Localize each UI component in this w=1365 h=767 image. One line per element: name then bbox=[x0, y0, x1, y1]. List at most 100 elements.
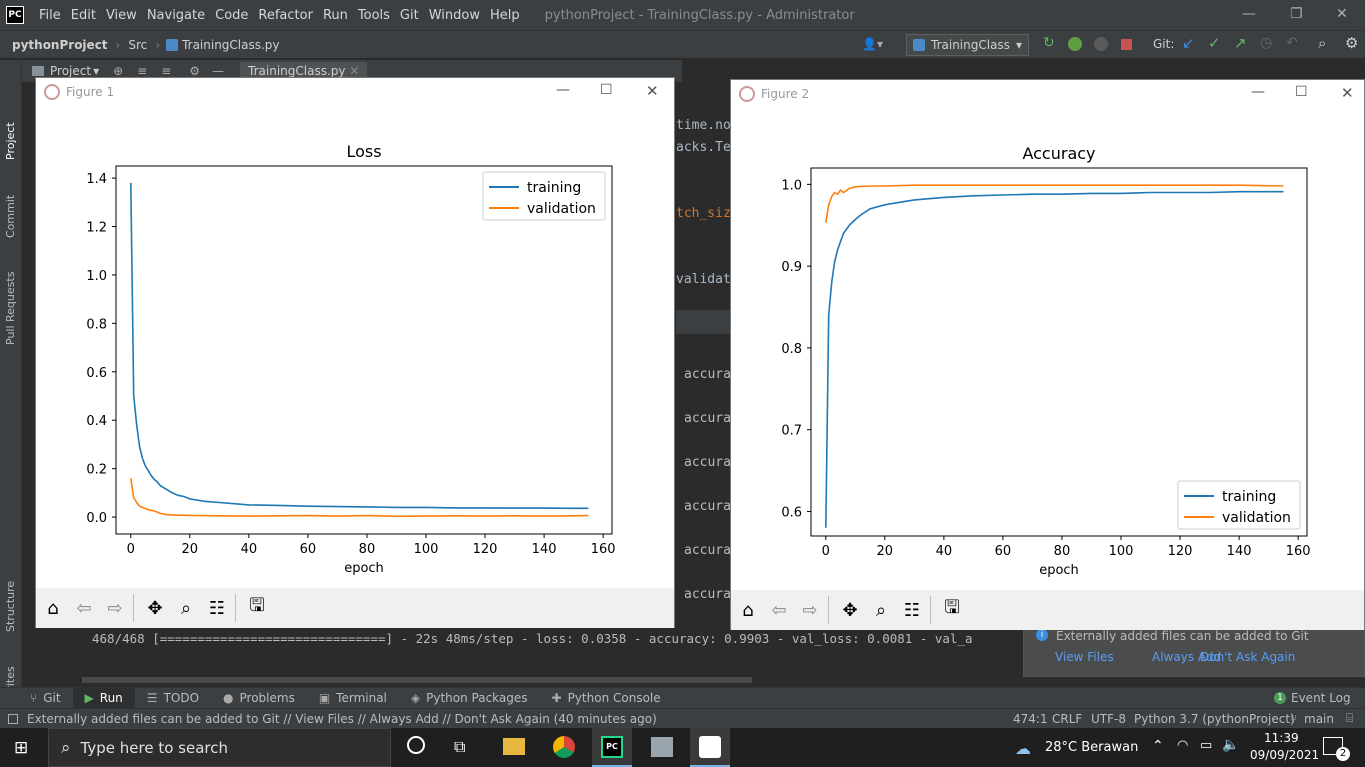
menu-help[interactable]: Help bbox=[489, 7, 520, 23]
git-commit-icon[interactable]: ✓ bbox=[1208, 34, 1221, 52]
file-encoding[interactable]: UTF-8 bbox=[1091, 711, 1126, 726]
expand-all-icon[interactable]: ≡ bbox=[137, 64, 148, 78]
event-log-button[interactable]: 1 Event Log bbox=[1262, 688, 1363, 709]
cortana-icon[interactable] bbox=[407, 736, 425, 754]
tab-python-packages[interactable]: ◈ Python Packages bbox=[399, 688, 540, 709]
close-icon[interactable]: ✕ bbox=[646, 82, 659, 100]
save-icon[interactable]: 🖫 bbox=[249, 595, 265, 616]
breadcrumb-project[interactable]: pythonProject bbox=[12, 37, 108, 52]
configure-subplots-icon[interactable]: ☷ bbox=[903, 599, 921, 621]
tab-todo[interactable]: ☰ TODO bbox=[135, 688, 211, 709]
coverage-icon[interactable] bbox=[1094, 37, 1108, 51]
tray-expand-icon[interactable]: ⌃ bbox=[1152, 738, 1164, 754]
chrome-icon[interactable] bbox=[553, 736, 575, 758]
hide-icon[interactable]: — bbox=[212, 64, 225, 78]
configure-subplots-icon[interactable]: ☷ bbox=[208, 597, 226, 619]
history-icon[interactable]: ◷ bbox=[1260, 35, 1273, 51]
lock-icon[interactable]: ⌸ bbox=[1346, 711, 1354, 725]
clock-time[interactable]: 11:39 bbox=[1264, 731, 1299, 745]
action-center-icon[interactable] bbox=[1323, 737, 1343, 755]
restore-icon[interactable]: ❐ bbox=[1290, 6, 1303, 22]
menu-refactor[interactable]: Refactor bbox=[258, 7, 313, 23]
search-icon[interactable]: ⌕ bbox=[1318, 34, 1327, 52]
breadcrumb-file[interactable]: TrainingClass.py bbox=[182, 37, 280, 52]
locate-icon[interactable]: ⊕ bbox=[113, 64, 124, 78]
maximize-icon[interactable]: ☐ bbox=[600, 82, 613, 98]
home-icon[interactable]: ⌂ bbox=[47, 597, 59, 619]
volume-icon[interactable]: 🔈 bbox=[1222, 737, 1240, 753]
forward-icon[interactable]: ⇨ bbox=[802, 599, 818, 621]
caret-position[interactable]: 474:1 bbox=[1013, 711, 1048, 726]
minimize-icon[interactable]: — bbox=[1242, 6, 1256, 22]
line-separator[interactable]: CRLF bbox=[1052, 711, 1083, 726]
weather-text[interactable]: 28°C Berawan bbox=[1045, 740, 1139, 755]
git-push-icon[interactable]: ↗ bbox=[1234, 34, 1247, 52]
save-icon[interactable]: 🖫 bbox=[944, 597, 960, 618]
tab-python-console[interactable]: ✚ Python Console bbox=[540, 688, 673, 709]
tool-window-toggle-icon[interactable] bbox=[8, 713, 18, 724]
menu-tools[interactable]: Tools bbox=[357, 7, 390, 23]
menu-window[interactable]: Window bbox=[428, 7, 480, 23]
tool-pull-requests[interactable]: Pull Requests bbox=[4, 271, 17, 345]
status-message[interactable]: Externally added files can be added to G… bbox=[27, 711, 657, 726]
menu-git[interactable]: Git bbox=[399, 7, 419, 23]
back-icon[interactable]: ⇦ bbox=[76, 597, 92, 619]
menu-code[interactable]: Code bbox=[215, 7, 249, 23]
python-interpreter[interactable]: Python 3.7 (pythonProject) bbox=[1134, 711, 1295, 726]
project-view-label[interactable]: Project bbox=[50, 64, 92, 78]
wifi-icon[interactable]: ◠ bbox=[1177, 738, 1189, 753]
windows-start-icon[interactable]: ⊞ bbox=[14, 738, 29, 758]
forward-icon[interactable]: ⇨ bbox=[107, 597, 123, 619]
editor-tab[interactable]: TrainingClass.py ✕ bbox=[240, 62, 368, 80]
menu-run[interactable]: Run bbox=[322, 7, 348, 23]
pycharm-taskbar-item[interactable]: PC bbox=[592, 728, 632, 767]
collapse-all-icon[interactable]: ≡ bbox=[161, 64, 172, 78]
debug-icon[interactable] bbox=[1068, 37, 1082, 51]
task-view-icon[interactable]: ⧉ bbox=[454, 737, 466, 756]
always-add-link[interactable]: Always Add bbox=[1152, 650, 1222, 664]
run-configuration-select[interactable]: TrainingClass ▾ bbox=[906, 34, 1029, 56]
home-icon[interactable]: ⌂ bbox=[742, 599, 754, 621]
rollback-icon[interactable]: ↶ bbox=[1286, 35, 1298, 51]
python-figure-taskbar-item[interactable] bbox=[690, 728, 730, 767]
weather-icon[interactable]: ☁ bbox=[1015, 739, 1031, 758]
menu-view[interactable]: View bbox=[105, 7, 137, 23]
tool-structure[interactable]: Structure bbox=[4, 580, 17, 632]
git-update-icon[interactable]: ↙ bbox=[1182, 34, 1195, 52]
battery-icon[interactable]: ▭ bbox=[1200, 738, 1213, 753]
figure1-titlebar: Figure 1 — ☐ ✕ bbox=[36, 78, 674, 106]
monitor-app-icon[interactable] bbox=[651, 737, 673, 757]
tool-commit[interactable]: Commit bbox=[4, 194, 17, 238]
git-branch[interactable]: main bbox=[1304, 711, 1334, 726]
back-icon[interactable]: ⇦ bbox=[771, 599, 787, 621]
close-icon[interactable]: ✕ bbox=[1341, 84, 1354, 102]
clock-date[interactable]: 09/09/2021 bbox=[1250, 748, 1320, 762]
tab-run[interactable]: ▶ Run bbox=[72, 687, 135, 709]
maximize-icon[interactable]: ☐ bbox=[1295, 84, 1308, 100]
gear-icon[interactable]: ⚙ bbox=[189, 64, 201, 78]
pan-icon[interactable]: ✥ bbox=[842, 599, 858, 621]
tool-project[interactable]: Project bbox=[4, 122, 17, 160]
menu-file[interactable]: File bbox=[39, 7, 61, 23]
minimize-icon[interactable]: — bbox=[1251, 84, 1265, 100]
breadcrumb-folder[interactable]: Src bbox=[128, 37, 148, 52]
zoom-icon[interactable]: ⌕ bbox=[180, 597, 192, 619]
menu-navigate[interactable]: Navigate bbox=[146, 7, 206, 23]
close-icon[interactable]: ✕ bbox=[1336, 6, 1348, 22]
view-files-link[interactable]: View Files bbox=[1055, 650, 1114, 664]
user-icon[interactable]: 👤▾ bbox=[862, 37, 883, 51]
tab-git[interactable]: ⑂ Git bbox=[18, 688, 73, 709]
settings-icon[interactable]: ⚙ bbox=[1345, 34, 1359, 52]
console-scrollbar[interactable] bbox=[82, 677, 752, 683]
tab-problems[interactable]: ● Problems bbox=[211, 688, 307, 709]
taskbar-search[interactable]: ⌕ Type here to search bbox=[48, 728, 391, 767]
stop-icon[interactable] bbox=[1121, 39, 1132, 50]
minimize-icon[interactable]: — bbox=[556, 82, 570, 98]
tab-terminal[interactable]: ▣ Terminal bbox=[307, 688, 399, 709]
menu-edit[interactable]: Edit bbox=[70, 7, 96, 23]
rerun-icon[interactable]: ↻ bbox=[1043, 35, 1055, 51]
file-explorer-icon[interactable] bbox=[503, 738, 525, 755]
pan-icon[interactable]: ✥ bbox=[147, 597, 163, 619]
dont-ask-again-link[interactable]: Don't Ask Again bbox=[1200, 650, 1296, 664]
zoom-icon[interactable]: ⌕ bbox=[875, 599, 887, 621]
